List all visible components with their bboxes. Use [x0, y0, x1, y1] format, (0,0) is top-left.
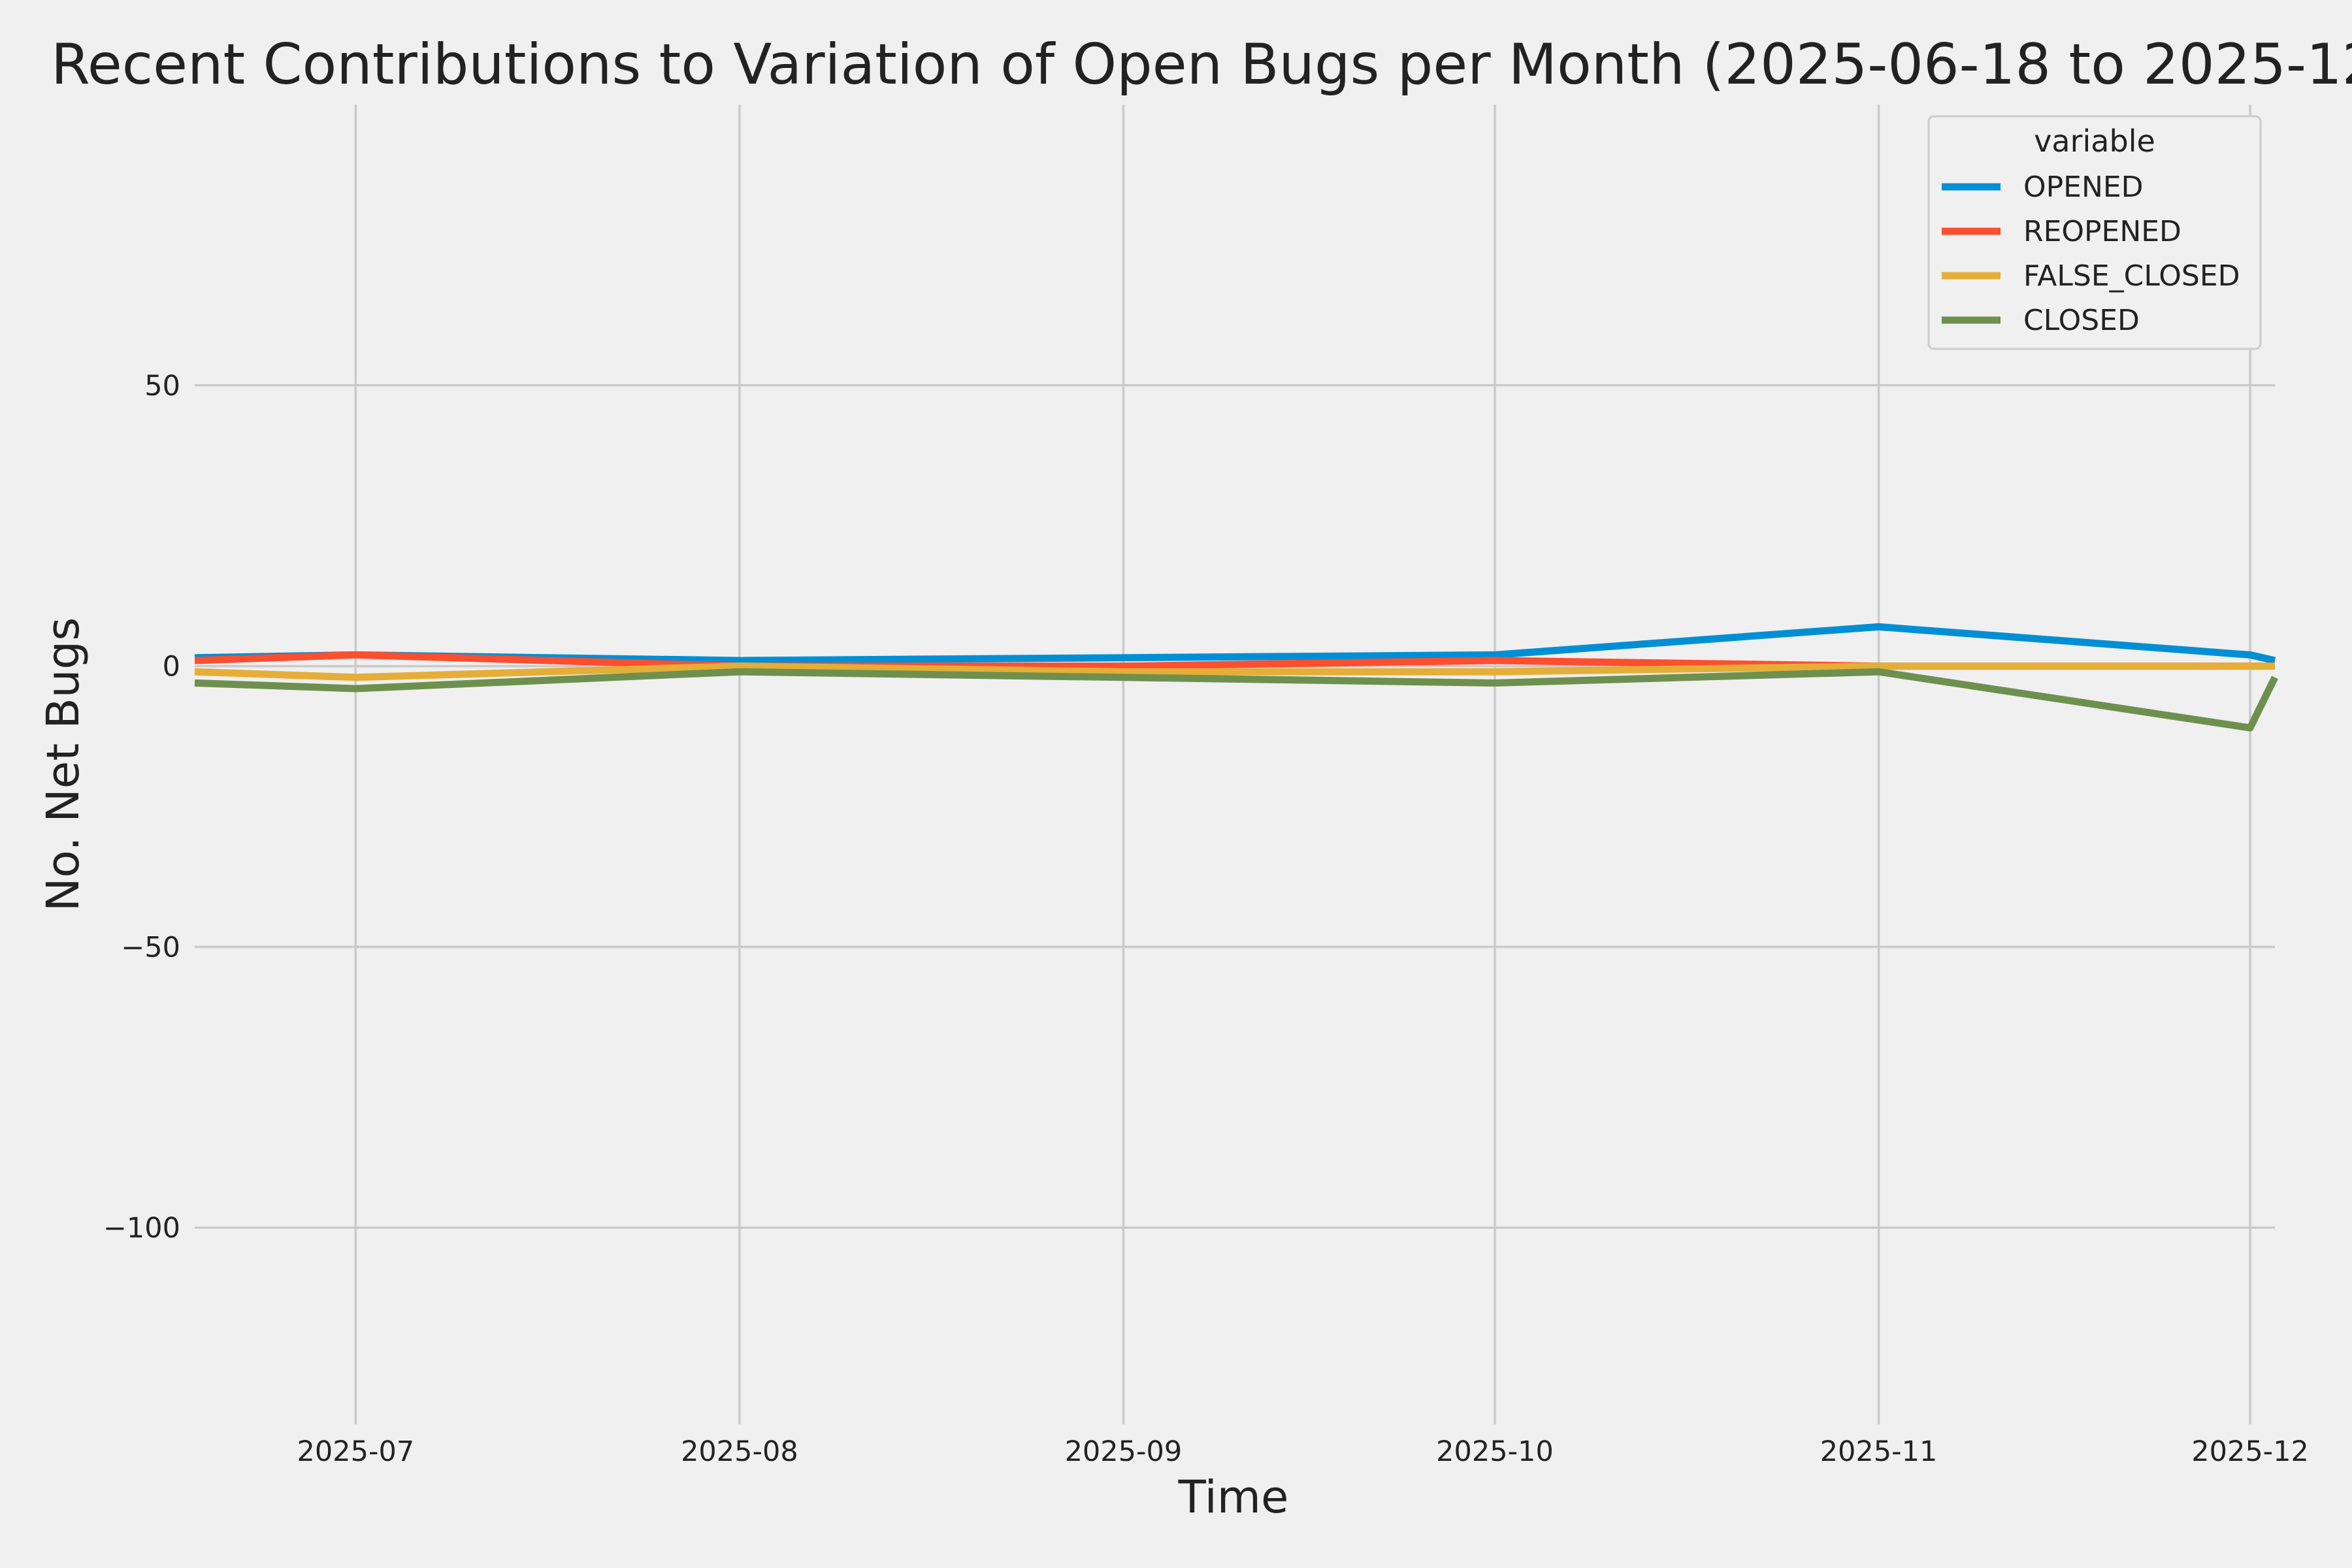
legend-items: OPENED REOPENED FALSE_CLOSED CLOSED: [1942, 171, 2240, 337]
y-tick-labels: 50 0 −50 −100: [103, 370, 180, 1245]
legend-label-reopened: REOPENED: [2023, 215, 2181, 248]
x-tick-label: 2025-10: [1436, 1435, 1554, 1468]
y-tick-label: 50: [144, 370, 180, 402]
legend-box: [1927, 115, 2262, 350]
y-tick-label: −100: [103, 1212, 180, 1245]
legend-label-false-closed: FALSE_CLOSED: [2023, 259, 2240, 293]
y-tick-label: 0: [163, 651, 180, 683]
legend-title: variable: [2034, 123, 2155, 159]
legend-label-closed: CLOSED: [2023, 304, 2140, 337]
y-axis-label: No. Net Bugs: [37, 617, 90, 911]
x-tick-label: 2025-11: [1820, 1435, 1938, 1468]
series-line-false-closed: [194, 662, 2275, 681]
series-line-closed: [194, 668, 2278, 732]
y-tick-label: −50: [121, 931, 180, 964]
x-tick-label: 2025-12: [2191, 1435, 2309, 1468]
x-tick-label: 2025-09: [1065, 1435, 1183, 1468]
x-tick-label: 2025-07: [297, 1435, 415, 1468]
legend: variable OPENED REOPENED FALSE_CLOSED CLOSE…: [1927, 115, 2262, 350]
x-axis-label: Time: [1178, 1471, 1289, 1524]
series-lines: [194, 623, 2278, 732]
chart-title: Recent Contributions to Variation of Ope…: [51, 32, 2352, 97]
x-tick-label: 2025-08: [681, 1435, 798, 1468]
legend-label-opened: OPENED: [2023, 171, 2144, 204]
x-tick-labels: 2025-07 2025-08 2025-09 2025-10 2025-11 2025-…: [297, 1435, 2309, 1468]
